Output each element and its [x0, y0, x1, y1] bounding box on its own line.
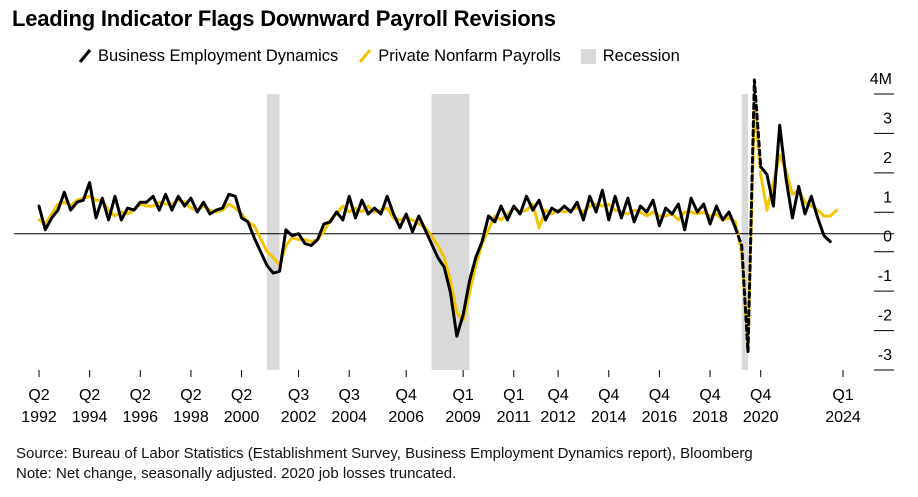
x-tick-year-9: 2011 [497, 409, 532, 426]
legend-label-nfp: Private Nonfarm Payrolls [378, 46, 561, 65]
chart-plot: 4M 3 2 1 0 -1 -2 -3 Q2 1992 Q2 1994 Q2 1996 Q2 1998 Q2 20… [14, 71, 894, 426]
legend-item-nfp: Private Nonfarm Payrolls [358, 46, 561, 66]
x-tick-year-11: 2014 [591, 409, 627, 426]
x-tick-label-14: Q4 [750, 387, 771, 404]
x-tick-year-3: 1998 [173, 409, 209, 426]
x-tick-label-6: Q3 [339, 387, 360, 404]
recession-band-1 [431, 94, 470, 370]
x-tick-label-9: Q1 [503, 387, 524, 404]
x-tick-label-15: Q1 [832, 387, 853, 404]
x-tick-year-14: 2020 [743, 409, 779, 426]
y-tick-label-0: 4M [870, 71, 892, 88]
x-tick-year-6: 2004 [331, 409, 367, 426]
legend-label-recession: Recession [602, 46, 680, 65]
x-tick-label-5: Q3 [288, 387, 309, 404]
y-tick-label-5: -1 [878, 268, 892, 285]
x-tick-year-4: 2000 [224, 409, 260, 426]
x-tick-label-8: Q1 [452, 387, 473, 404]
chart-title: Leading Indicator Flags Downward Payroll… [12, 6, 556, 31]
legend: Business Employment Dynamics Private Non… [78, 45, 700, 67]
legend-item-recession: Recession [580, 46, 680, 66]
legend-line-black-icon [78, 49, 92, 63]
x-tick-label-3: Q2 [180, 387, 201, 404]
x-tick-label-7: Q4 [396, 387, 417, 404]
y-tick-label-2: 2 [883, 150, 892, 167]
x-tick-year-10: 2012 [540, 409, 576, 426]
legend-item-bed: Business Employment Dynamics [78, 47, 338, 66]
x-tick-year-1: 1994 [72, 409, 108, 426]
x-tick-year-0: 1992 [21, 409, 57, 426]
series-line-bed-post2020 [759, 123, 832, 244]
legend-swatch-recession-icon [580, 48, 596, 64]
series-line-bed [37, 181, 737, 338]
x-tick-label-2: Q2 [130, 387, 151, 404]
x-tick-label-11: Q4 [598, 387, 619, 404]
legend-label-bed: Business Employment Dynamics [98, 46, 339, 65]
y-tick-label-3: 1 [883, 189, 892, 206]
series-line-bed-2020-dashed [733, 78, 763, 354]
x-tick-label-13: Q4 [699, 387, 720, 404]
x-tick-year-7: 2006 [388, 409, 424, 426]
x-tick-label-10: Q4 [547, 387, 568, 404]
x-tick-label-12: Q4 [649, 387, 670, 404]
x-tick-year-13: 2018 [692, 409, 728, 426]
note-text: Note: Net change, seasonally adjusted. 2… [16, 465, 457, 482]
x-tick-year-2: 1996 [122, 409, 158, 426]
recession-band-0 [266, 94, 280, 370]
x-tick-year-12: 2016 [642, 409, 678, 426]
x-tick-year-8: 2009 [445, 409, 481, 426]
x-tick-year-5: 2002 [281, 409, 317, 426]
x-tick-label-1: Q2 [79, 387, 100, 404]
legend-line-yellow-icon [359, 49, 372, 63]
y-tick-label-1: 3 [883, 110, 892, 127]
x-tick-year-15: 2024 [825, 409, 861, 426]
source-text: Source: Bureau of Labor Statistics (Esta… [16, 445, 753, 462]
x-tick-label-0: Q2 [28, 387, 49, 404]
y-tick-label-4: 0 [883, 229, 892, 246]
y-tick-label-6: -2 [878, 308, 892, 325]
y-tick-label-7: -3 [878, 347, 892, 364]
x-tick-label-4: Q2 [231, 387, 252, 404]
recession-band-2 [741, 94, 749, 370]
